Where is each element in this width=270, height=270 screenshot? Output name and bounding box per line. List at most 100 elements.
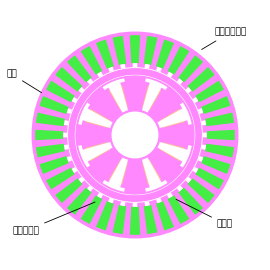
Polygon shape	[96, 39, 114, 69]
Polygon shape	[142, 85, 161, 110]
Polygon shape	[109, 160, 128, 185]
Polygon shape	[180, 103, 192, 125]
Polygon shape	[145, 180, 167, 192]
Circle shape	[32, 32, 238, 238]
Polygon shape	[145, 78, 167, 90]
Polygon shape	[168, 46, 189, 75]
Polygon shape	[64, 144, 69, 150]
Polygon shape	[113, 36, 126, 65]
Polygon shape	[193, 97, 198, 103]
Polygon shape	[133, 203, 137, 207]
Polygon shape	[97, 193, 103, 198]
Polygon shape	[185, 177, 191, 183]
Circle shape	[68, 68, 202, 202]
Polygon shape	[167, 72, 173, 77]
Polygon shape	[108, 67, 114, 72]
Polygon shape	[201, 156, 231, 174]
Polygon shape	[185, 87, 191, 93]
Polygon shape	[67, 156, 72, 162]
Polygon shape	[205, 144, 234, 157]
Polygon shape	[188, 178, 215, 203]
Circle shape	[69, 69, 201, 201]
Polygon shape	[177, 79, 183, 85]
Polygon shape	[156, 67, 162, 72]
Polygon shape	[156, 39, 174, 69]
Polygon shape	[67, 55, 92, 82]
Polygon shape	[79, 177, 85, 183]
Polygon shape	[79, 87, 85, 93]
Polygon shape	[160, 142, 185, 161]
Polygon shape	[36, 113, 65, 126]
Polygon shape	[144, 205, 157, 234]
Polygon shape	[85, 142, 110, 161]
Circle shape	[76, 76, 194, 194]
Polygon shape	[55, 67, 82, 92]
Polygon shape	[142, 160, 161, 185]
Polygon shape	[81, 195, 102, 224]
Text: コイル: コイル	[176, 199, 233, 228]
Polygon shape	[142, 157, 163, 190]
Polygon shape	[67, 108, 72, 114]
Polygon shape	[180, 145, 192, 167]
Polygon shape	[97, 72, 103, 77]
Polygon shape	[81, 46, 102, 75]
Polygon shape	[103, 180, 125, 192]
Polygon shape	[201, 120, 206, 126]
Polygon shape	[157, 107, 190, 128]
Polygon shape	[157, 142, 190, 163]
Polygon shape	[96, 201, 114, 231]
Polygon shape	[201, 96, 231, 114]
Polygon shape	[72, 97, 77, 103]
Polygon shape	[178, 188, 203, 215]
Polygon shape	[120, 64, 126, 69]
Polygon shape	[113, 205, 126, 234]
Polygon shape	[107, 157, 128, 190]
Polygon shape	[178, 55, 203, 82]
Polygon shape	[39, 96, 69, 114]
Polygon shape	[177, 185, 183, 191]
Polygon shape	[67, 188, 92, 215]
Polygon shape	[207, 130, 235, 140]
Text: 磁石: 磁石	[6, 70, 42, 93]
Polygon shape	[144, 36, 157, 65]
Polygon shape	[78, 145, 90, 167]
Polygon shape	[109, 85, 128, 110]
Polygon shape	[198, 156, 203, 162]
Polygon shape	[188, 67, 215, 92]
Polygon shape	[87, 185, 93, 191]
Polygon shape	[78, 103, 90, 125]
Polygon shape	[55, 178, 82, 203]
Polygon shape	[64, 120, 69, 126]
Polygon shape	[156, 201, 174, 231]
Polygon shape	[85, 109, 110, 128]
Polygon shape	[156, 198, 162, 203]
Polygon shape	[201, 144, 206, 150]
Polygon shape	[108, 198, 114, 203]
Polygon shape	[46, 168, 75, 189]
Circle shape	[75, 75, 195, 195]
Circle shape	[116, 116, 154, 154]
Polygon shape	[87, 79, 93, 85]
Polygon shape	[80, 107, 113, 128]
Polygon shape	[193, 167, 198, 173]
Polygon shape	[36, 144, 65, 157]
Polygon shape	[195, 81, 224, 102]
Polygon shape	[35, 130, 63, 140]
Text: ロータコア: ロータコア	[12, 202, 95, 235]
Polygon shape	[107, 80, 128, 113]
Polygon shape	[144, 64, 150, 69]
Polygon shape	[80, 142, 113, 163]
Polygon shape	[168, 195, 189, 224]
Polygon shape	[130, 35, 140, 63]
Polygon shape	[195, 168, 224, 189]
Polygon shape	[130, 207, 140, 235]
Polygon shape	[160, 109, 185, 128]
Polygon shape	[39, 156, 69, 174]
Polygon shape	[142, 80, 163, 113]
Polygon shape	[63, 133, 67, 137]
Polygon shape	[167, 193, 173, 198]
Polygon shape	[144, 201, 150, 206]
Polygon shape	[46, 81, 75, 102]
Polygon shape	[198, 108, 203, 114]
Polygon shape	[103, 78, 125, 90]
